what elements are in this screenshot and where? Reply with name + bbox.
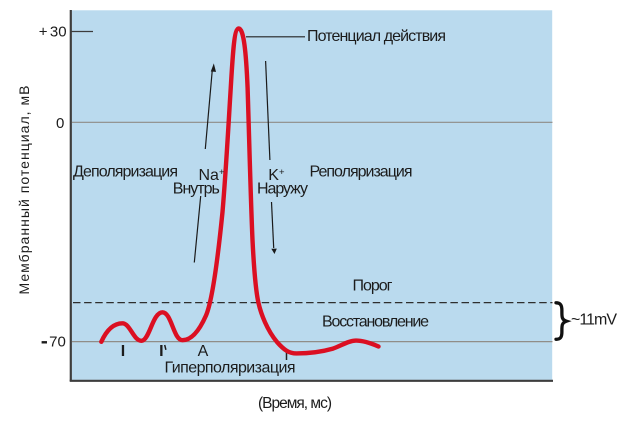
svg-text:Внутрь: Внутрь xyxy=(173,180,220,197)
svg-text:(Время, мс): (Время, мс) xyxy=(258,395,332,412)
svg-text:Мембранный потенциал, мВ: Мембранный потенциал, мВ xyxy=(16,86,32,295)
svg-text:Деполяризация: Деполяризация xyxy=(73,164,178,181)
svg-text:30: 30 xyxy=(50,24,67,41)
svg-text:I: I xyxy=(159,343,163,360)
svg-text:Реполяризация: Реполяризация xyxy=(310,164,413,181)
svg-text:Восстановление: Восстановление xyxy=(322,314,429,331)
svg-text:I: I xyxy=(121,343,125,360)
svg-text:Na+: Na+ xyxy=(199,167,225,184)
svg-text:Порог: Порог xyxy=(353,278,393,295)
svg-text:Гиперполяризация: Гиперполяризация xyxy=(165,359,296,376)
svg-text:~11mV: ~11mV xyxy=(571,312,617,329)
svg-text:A: A xyxy=(198,343,209,360)
svg-text:70: 70 xyxy=(49,334,66,351)
svg-text:+: + xyxy=(39,24,48,41)
svg-text:Потенциал действия: Потенциал действия xyxy=(307,28,446,45)
svg-text:0: 0 xyxy=(56,115,64,132)
svg-text:Наружу: Наружу xyxy=(257,180,308,197)
